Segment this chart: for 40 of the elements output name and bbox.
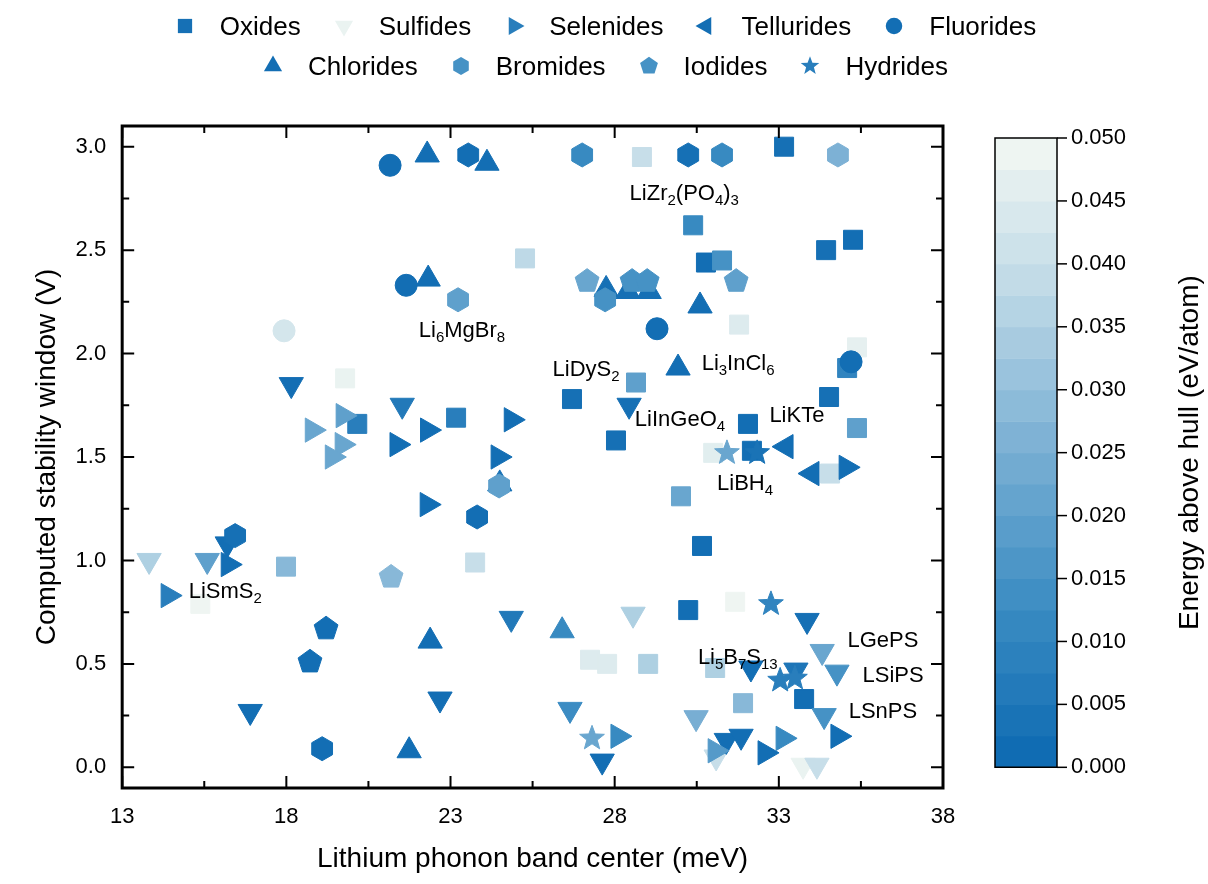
color-bar-label: 0.050 xyxy=(1071,124,1127,150)
color-bar-label: 0.015 xyxy=(1071,564,1127,590)
y-tick-label: 2.0 xyxy=(75,339,107,365)
legend-label: Sulfides xyxy=(378,10,472,42)
x-tick-label: 23 xyxy=(438,803,463,829)
legend-label: Hydrides xyxy=(845,50,949,82)
annotation: LSnPS xyxy=(848,697,918,723)
legend-label: Iodides xyxy=(683,50,768,82)
legend-label: Fluorides xyxy=(929,10,1037,42)
annotation: LiKTe xyxy=(769,401,825,427)
color-bar-label: 0.030 xyxy=(1071,375,1127,401)
color-bar-label: 0.020 xyxy=(1071,501,1127,527)
x-tick-label: 38 xyxy=(930,803,956,829)
x-axis-title: Lithium phonon band center (meV) xyxy=(317,841,749,873)
color-bar-label: 0.005 xyxy=(1071,690,1127,716)
x-tick-label: 33 xyxy=(766,803,792,829)
x-tick-label: 18 xyxy=(274,803,299,829)
legend-label: Bromides xyxy=(495,50,606,82)
y-tick-label: 2.5 xyxy=(75,236,107,262)
annotation: LSiPS xyxy=(862,662,924,688)
legend-label: Oxides xyxy=(219,10,301,42)
y-tick-label: 0.5 xyxy=(75,649,107,675)
x-tick-label: 13 xyxy=(109,803,135,829)
y-tick-label: 1.0 xyxy=(75,546,107,572)
color-bar-label: 0.000 xyxy=(1071,753,1127,779)
legend-label: Tellurides xyxy=(741,10,852,42)
legend-label: Selenides xyxy=(549,10,664,42)
y-tick-label: 1.5 xyxy=(75,443,107,469)
color-bar-label: 0.010 xyxy=(1071,627,1127,653)
color-bar-label: 0.045 xyxy=(1071,186,1127,212)
y-tick-label: 0.0 xyxy=(75,753,107,779)
x-tick-label: 28 xyxy=(602,803,627,829)
color-bar-title: Energy above hull (eV/atom) xyxy=(1172,275,1204,631)
legend-label: Chlorides xyxy=(307,50,418,82)
y-tick-label: 3.0 xyxy=(75,132,107,158)
annotation: LGePS xyxy=(847,627,919,653)
color-bar-label: 0.040 xyxy=(1071,249,1127,275)
color-bar-label: 0.035 xyxy=(1071,312,1127,338)
y-axis-title: Computed stability window (V) xyxy=(29,268,61,646)
color-bar-label: 0.025 xyxy=(1071,438,1127,464)
